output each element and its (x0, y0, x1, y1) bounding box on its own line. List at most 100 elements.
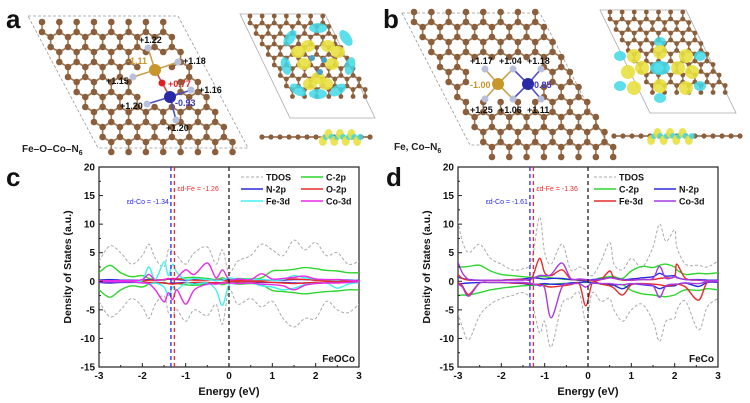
carbon-atom (99, 43, 106, 51)
carbon-atom (445, 48, 452, 56)
sample-label: FeOCo (322, 354, 355, 365)
carbon-atom (356, 83, 362, 89)
carbon-atom (680, 9, 686, 15)
legend-label: TDOS (619, 173, 644, 183)
carbon-atom (471, 23, 478, 31)
panel-letter-a: a (6, 4, 21, 34)
carbon-atom (47, 33, 54, 41)
carbon-atom (142, 148, 150, 156)
carbon-atom (454, 23, 461, 31)
carbon-atom (277, 73, 283, 78)
carbon-atom (674, 83, 680, 88)
carbon-atom (523, 33, 530, 41)
carbon-atom (82, 43, 89, 51)
carbon-atom (350, 94, 356, 99)
carbon-atom (283, 13, 289, 19)
carbon-atom (302, 73, 307, 78)
carbon-atom (133, 33, 141, 41)
y-tick-label: 10 (84, 220, 96, 231)
x-tick-label: -2 (497, 371, 506, 382)
carbon-atom (722, 90, 728, 95)
carbon-atom (566, 108, 574, 116)
carbon-atom (326, 73, 332, 78)
carbon-atom (540, 113, 548, 121)
series-tdos-spin-up (99, 239, 359, 274)
charge-density-isosurface-b (614, 37, 706, 103)
carbon-atom (99, 93, 106, 101)
y-axis-label: Density of States (a.u.) (421, 210, 433, 323)
fe-atom (492, 78, 504, 90)
carbon-atom (107, 78, 115, 86)
carbon-atom (575, 153, 582, 161)
isosurface-accumulation (679, 81, 693, 95)
isosurface-depletion (280, 57, 292, 75)
carbon-atom (704, 79, 710, 85)
carbon-atom (47, 43, 54, 51)
carbon-atom (650, 27, 655, 32)
supercell-boundary-cdd-b (599, 9, 737, 114)
carbon-atom-side (701, 133, 707, 139)
carbon-atom (350, 73, 356, 78)
isosurface-depletion (329, 83, 347, 97)
isosurface-depletion (357, 134, 364, 140)
carbon-atom (650, 41, 655, 46)
carbon-atom (625, 41, 631, 46)
carbon-atom (680, 30, 686, 36)
isosurface-accumulation (297, 58, 311, 70)
carbon-atom (505, 53, 513, 61)
nitrogen-atom (481, 95, 489, 103)
x-tick-label: -2 (138, 371, 147, 382)
carbon-atom (643, 9, 649, 15)
carbon-atom (497, 138, 504, 146)
carbon-atom (159, 28, 167, 36)
carbon-atom (540, 33, 548, 41)
carbon-atom (277, 24, 283, 29)
carbon-atom (479, 138, 487, 146)
x-tick-label: 1 (629, 371, 635, 382)
carbon-atom (643, 30, 649, 36)
carbon-atom (454, 53, 461, 61)
carbon-atom (514, 18, 522, 26)
panel-letter-b: b (383, 4, 399, 34)
carbon-atom (133, 63, 141, 71)
y-tick-label: 10 (443, 220, 455, 231)
carbon-atom (271, 55, 277, 61)
carbon-atom (125, 108, 132, 116)
carbon-atom (116, 103, 124, 111)
carbon-atom (557, 123, 565, 131)
carbon-atom (549, 128, 556, 136)
carbon-atom (326, 52, 332, 57)
isosurface-accumulation (301, 40, 315, 52)
carbon-atom (531, 98, 539, 106)
carbon-atom (177, 108, 184, 116)
carbon-atom (177, 148, 184, 156)
carbon-atom (549, 48, 556, 56)
charge-n6: +1.11 (527, 105, 549, 115)
carbon-atom (99, 133, 106, 141)
carbon-atom (549, 98, 556, 106)
nitrogen-atom (509, 65, 517, 73)
panel-letter-d: d (386, 162, 402, 192)
carbon-atom (592, 113, 600, 121)
graphene-lattice-a (38, 18, 236, 156)
carbon-atom (497, 128, 504, 136)
y-tick-label: 0 (89, 277, 95, 288)
carbon-atom (479, 128, 487, 136)
carbon-atom (692, 30, 698, 36)
carbon-atom (314, 52, 320, 57)
isosurface-depletion (289, 83, 307, 97)
carbon-atom (710, 83, 716, 88)
carbon-atom (698, 62, 704, 67)
carbon-atom (619, 9, 625, 15)
carbon-atom (514, 48, 522, 56)
carbon-atom (613, 20, 619, 25)
carbon-atom (479, 18, 487, 26)
isosurface-accumulation (627, 49, 641, 63)
panel-a: a +1.22 +1.18 +1.15 +1.16 +1.20 +1.20 -1… (6, 4, 376, 157)
carbon-atom (479, 108, 487, 116)
carbon-atom (531, 138, 539, 146)
active-site-atoms-a (129, 44, 195, 124)
carbon-atom (566, 138, 574, 146)
carbon-atom (674, 48, 680, 53)
carbon-atom (686, 20, 692, 25)
